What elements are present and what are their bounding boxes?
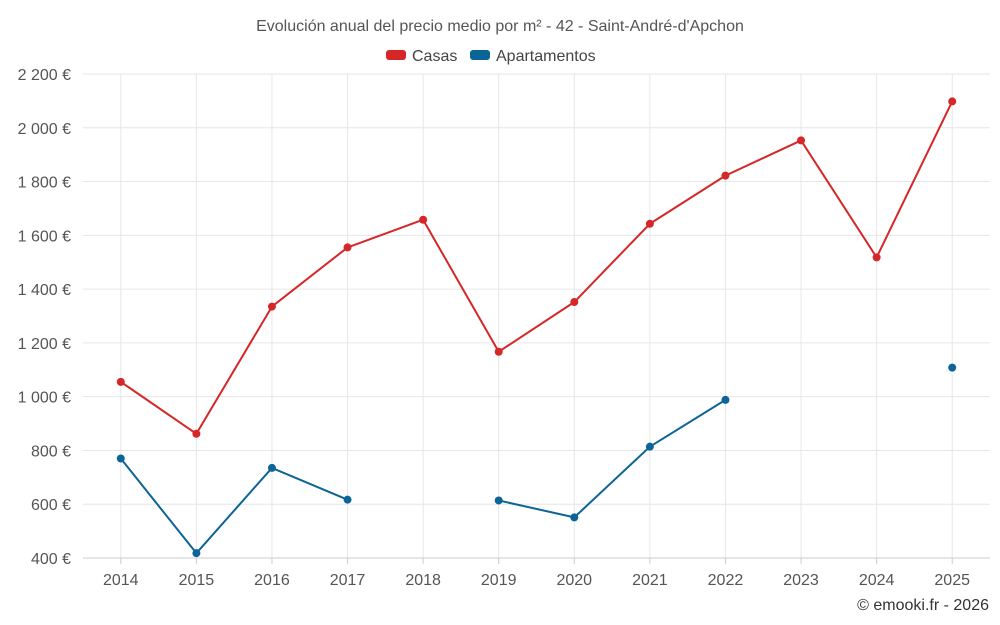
series-line-casas: [119, 100, 954, 435]
series-line-apartamentos: [119, 457, 349, 555]
x-tick-label: 2024: [859, 572, 895, 589]
y-tick-label: 2 200 €: [18, 67, 71, 84]
data-point-apartamentos[interactable]: [721, 395, 730, 404]
data-point-apartamentos[interactable]: [267, 463, 276, 472]
legend-swatch-apartamentos: [470, 50, 490, 60]
data-point-casas[interactable]: [570, 298, 579, 307]
data-point-apartamentos[interactable]: [570, 513, 579, 522]
y-tick-label: 2 000 €: [18, 121, 71, 138]
x-tick-label: 2014: [103, 572, 139, 589]
data-point-casas[interactable]: [948, 97, 957, 106]
y-tick-label: 1 200 €: [18, 336, 71, 353]
y-tick-label: 400 €: [31, 551, 71, 568]
data-point-casas[interactable]: [872, 253, 881, 262]
legend-label-apartamentos: Apartamentos: [496, 48, 596, 65]
credit: © emooki.fr - 2026: [857, 597, 989, 614]
data-point-casas[interactable]: [267, 302, 276, 311]
y-axis: 400 € 600 € 800 € 1 000 € 1 200 € 1 400 € 1 60…: [18, 67, 71, 568]
x-tick-label: 2021: [632, 572, 668, 589]
data-point-casas[interactable]: [645, 219, 654, 228]
x-tick-label: 2023: [783, 572, 819, 589]
x-tick-label: 2018: [405, 572, 441, 589]
data-point-casas[interactable]: [116, 377, 125, 386]
data-point-casas[interactable]: [419, 215, 428, 224]
data-point-apartamentos[interactable]: [116, 454, 125, 463]
legend: Casas Apartamentos: [386, 48, 596, 65]
legend-label-casas: Casas: [412, 48, 457, 65]
data-point-apartamentos[interactable]: [645, 442, 654, 451]
data-point-apartamentos[interactable]: [494, 496, 503, 505]
data-point-apartamentos[interactable]: [192, 549, 201, 558]
x-tick-label: 2020: [556, 572, 592, 589]
chart-title: Evolución anual del precio medio por m² …: [256, 18, 744, 35]
legend-item-casas[interactable]: Casas: [386, 48, 457, 65]
data-point-casas[interactable]: [343, 243, 352, 252]
data-point-casas[interactable]: [797, 136, 806, 145]
data-point-apartamentos[interactable]: [948, 363, 957, 372]
x-tick-label: 2015: [179, 572, 215, 589]
y-tick-label: 800 €: [31, 443, 71, 460]
y-tick-label: 1 600 €: [18, 228, 71, 245]
legend-item-apartamentos[interactable]: Apartamentos: [470, 48, 596, 65]
x-tick-label: 2025: [934, 572, 970, 589]
legend-swatch-casas: [386, 50, 406, 60]
data-point-casas[interactable]: [721, 171, 730, 180]
series-apartamentos: [116, 363, 957, 558]
x-tick-label: 2016: [254, 572, 290, 589]
series-line-apartamentos: [497, 398, 727, 519]
series-casas: [116, 97, 957, 438]
x-tick-label: 2022: [708, 572, 744, 589]
y-tick-label: 1 400 €: [18, 282, 71, 299]
x-tick-label: 2017: [330, 572, 366, 589]
grid: [83, 73, 990, 558]
y-tick-label: 1 000 €: [18, 390, 71, 407]
x-tick-label: 2019: [481, 572, 517, 589]
y-tick-label: 1 800 €: [18, 175, 71, 192]
series: [116, 97, 957, 558]
data-point-casas[interactable]: [192, 429, 201, 438]
data-point-apartamentos[interactable]: [343, 495, 352, 504]
x-axis: 2014 2015 2016 2017 2018 2019 2020 2021 2022 2023…: [83, 557, 990, 589]
y-tick-label: 600 €: [31, 497, 71, 514]
data-point-casas[interactable]: [494, 347, 503, 356]
